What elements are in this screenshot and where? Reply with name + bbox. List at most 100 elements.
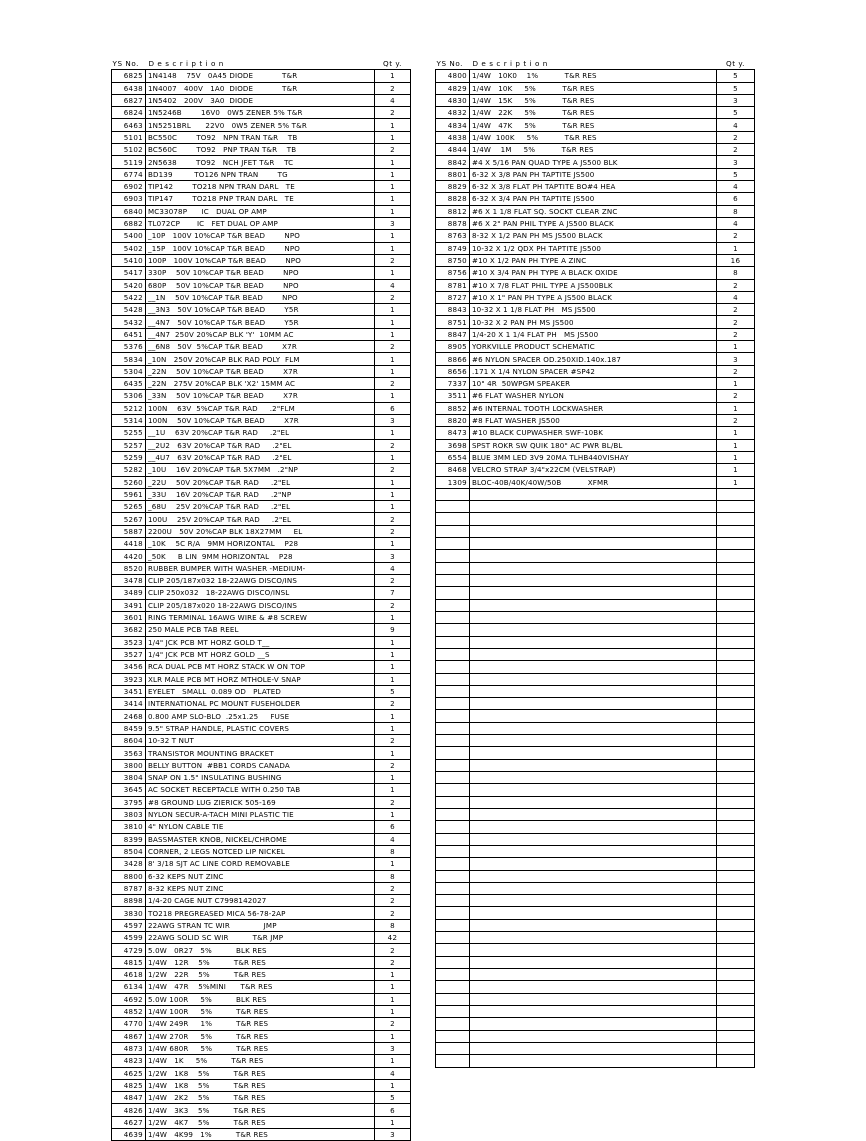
table-row[interactable]: 8473 #10 BLACK CUPWASHER SWF-10BK 1	[435, 426, 755, 440]
table-row[interactable]	[435, 500, 755, 514]
table-row[interactable]: 4800 1/4W 10K0 1% T&R RES 5	[435, 69, 755, 83]
table-row[interactable]: 6840 MC33078P IC DUAL OP AMP 1	[111, 204, 411, 218]
table-row[interactable]: 6902 TIP142 TO218 NPN TRAN DARL TE 1	[111, 180, 411, 194]
table-row[interactable]: 4815 1/4W 12R 5% T&R RES 2	[111, 955, 411, 970]
table-row[interactable]: 3923 XLR MALE PCB MT HORZ MTHOLE-V SNAP 1	[111, 672, 411, 686]
table-row[interactable]: 6882 TL072CP IC FET DUAL OP AMP 3	[111, 216, 411, 231]
table-row[interactable]	[435, 598, 755, 612]
table-row[interactable]: 5259 __4U7 63V 20%CAP T&R RAD .2"EL 1	[111, 450, 411, 465]
table-row[interactable]	[435, 1029, 755, 1043]
table-row[interactable]: 5119 2N5638 TO92 NCH JFET T&R TC 1	[111, 155, 411, 169]
table-row[interactable]	[435, 992, 755, 1006]
table-row[interactable]: 8781 #10 X 7/8 FLAT PHIL TYPE A JS500BLK 2	[435, 278, 755, 292]
table-row[interactable]: 5400 _10P 100V 10%CAP T&R BEAD NPO 1	[111, 229, 411, 243]
table-row[interactable]: 8656.171 X 1/4 NYLON SPACER #SP42 2	[435, 364, 755, 379]
table-row[interactable]: 8878 #6 X 2" PAN PHIL TYPE A JS500 BLACK 4	[435, 216, 755, 231]
table-row[interactable]	[435, 820, 755, 834]
table-row[interactable]: 3810 4" NYLON CABLE TIE 6	[111, 820, 411, 834]
table-row[interactable]: 3527 1/4" JCK PCB MT HORZ GOLD __S 1	[111, 647, 411, 662]
table-row[interactable]: 4847 1/4W 2K2 5% T&R RES 5	[111, 1091, 411, 1105]
table-row[interactable]: 7337 10" 4R 50WPGM SPEAKER 1	[435, 377, 755, 391]
table-row[interactable]: 5887 2200U 50V 20%CAP BLK 18X27MM EL 2	[111, 524, 411, 539]
table-row[interactable]: 5376 __6N8 50V 5%CAP T&R BEAD X7R 2	[111, 340, 411, 354]
table-row[interactable]: 5417 330P 50V 10%CAP T&R BEAD NPO 1	[111, 266, 411, 280]
table-row[interactable]: 6463 1N5251BRL 22V0 0W5 ZENER 5% T&R 1	[111, 118, 411, 132]
table-row[interactable]	[435, 931, 755, 945]
table-row[interactable]	[435, 795, 755, 809]
table-row[interactable]: 4823 1/4W 1K 5% T&R RES 1	[111, 1054, 411, 1068]
table-row[interactable]	[435, 968, 755, 982]
table-row[interactable]: 5410 100P 100V 10%CAP T&R BEAD NPO 2	[111, 253, 411, 268]
table-row[interactable]	[435, 610, 755, 625]
table-row[interactable]: 4639 1/4W 4K99 1% T&R RES 3	[111, 1128, 411, 1141]
table-row[interactable]	[435, 537, 755, 551]
table-row[interactable]	[435, 635, 755, 649]
table-row[interactable]	[435, 832, 755, 846]
table-row[interactable]	[435, 697, 755, 711]
table-row[interactable]: 8905 YORKVILLE PRODUCT SCHEMATIC 1	[435, 340, 755, 354]
table-row[interactable]	[435, 918, 755, 933]
table-row[interactable]: 5267 100U 25V 20%CAP T&R RAD .2"EL 2	[111, 512, 411, 526]
table-row[interactable]	[435, 512, 755, 526]
table-row[interactable]: 3451 EYELET SMALL 0.089 OD PLATED 5	[111, 684, 411, 699]
table-row[interactable]: 5265 _68U 25V 20%CAP T&R RAD .2"EL 1	[111, 500, 411, 514]
table-row[interactable]	[435, 561, 755, 576]
table-row[interactable]: 3523 1/4" JCK PCB MT HORZ GOLD T__ 1	[111, 635, 411, 649]
table-row[interactable]: 8843 10-32 X 1 1/8 FLAT PH MS JS500 2	[435, 303, 755, 317]
table-row[interactable]: 8468 VELCRO STRAP 3/4"x22CM (VELSTRAP) 1	[435, 463, 755, 477]
table-row[interactable]: 8787 8-32 KEPS NUT ZINC 2	[111, 881, 411, 896]
table-row[interactable]: 8842 #4 X 5/16 PAN QUAD TYPE A JS500 BLK 3	[435, 155, 755, 169]
table-row[interactable]	[435, 869, 755, 883]
table-row[interactable]: 6827 1N5402 200V 3A0 DIODE 4	[111, 93, 411, 108]
table-row[interactable]	[435, 980, 755, 994]
table-row[interactable]: 4627 1/2W 4K7 5% T&R RES 1	[111, 1115, 411, 1130]
table-row[interactable]: 4829 1/4W 10K 5% T&R RES 5	[435, 81, 755, 95]
table-row[interactable]	[435, 844, 755, 859]
table-row[interactable]: 1309 BLOC-40B/40K/40W/50B XFMR 1	[435, 475, 755, 489]
table-row[interactable]: 8749 10-32 X 1/2 QDX PH TAPTITE JS500 1	[435, 241, 755, 255]
table-row[interactable]: 4420 _50K B LIN 9MM HORIZONTAL P28 3	[111, 549, 411, 563]
table-row[interactable]: 5212 100N 63V 5%CAP T&R RAD .2"FLM 6	[111, 401, 411, 415]
table-row[interactable]: 4834 1/4W 47K 5% T&R RES 4	[435, 118, 755, 132]
table-row[interactable]: 3563 TRANSISTOR MOUNTING BRACKET 1	[111, 746, 411, 760]
table-row[interactable]	[435, 574, 755, 588]
table-row[interactable]: 5422 __1N 50V 10%CAP T&R BEAD NPO 2	[111, 290, 411, 305]
table-row[interactable]: 8727 #10 X 1" PAN PH TYPE A JS500 BLACK 4	[435, 290, 755, 305]
table-row[interactable]: 8756 #10 X 3/4 PAN PH TYPE A BLACK OXIDE 8	[435, 266, 755, 280]
table-row[interactable]: 4692 5.0W 100R 5% BLK RES 1	[111, 992, 411, 1006]
table-row[interactable]: 5432 __4N7 50V 10%CAP T&R BEAD Y5R 1	[111, 315, 411, 329]
table-row[interactable]: 4825 1/4W 1K8 5% T&R RES 1	[111, 1078, 411, 1093]
table-row[interactable]: 3804 SNAP ON 1.5" INSULATING BUSHING 1	[111, 771, 411, 785]
table-row[interactable]: 6134 1/4W 47R 5%MINI T&R RES 1	[111, 980, 411, 994]
table-row[interactable]	[435, 1054, 755, 1068]
table-row[interactable]: 8504 CORNER, 2 LEGS NOTCED LIP NICKEL 8	[111, 844, 411, 859]
table-row[interactable]: 3698 SPST ROKR SW QUIK 180" AC PWR BL/BL 1	[435, 438, 755, 452]
table-row[interactable]: 3428 8' 3/18 SJT AC LINE CORD REMOVABLE 1	[111, 857, 411, 871]
table-row[interactable]: 8604 10-32 T NUT 2	[111, 734, 411, 748]
table-row[interactable]: 3803 NYLON SECUR-A-TACH MINI PLASTIC TIE 1	[111, 807, 411, 822]
table-row[interactable]: 5428 __3N3 50V 10%CAP T&R BEAD Y5R 1	[111, 303, 411, 317]
table-row[interactable]: 8829 6-32 X 3/8 FLAT PH TAPTITE BO#4 HEA 4	[435, 180, 755, 194]
table-row[interactable]: 5255 __1U 63V 20%CAP T&R RAD .2"EL 1	[111, 426, 411, 440]
table-row[interactable]	[435, 709, 755, 723]
table-row[interactable]	[435, 586, 755, 600]
table-row[interactable]: 4729 5.0W 0R27 5% BLK RES 2	[111, 943, 411, 957]
table-row[interactable]	[435, 746, 755, 760]
table-row[interactable]: 4852 1/4W 100R 5% T&R RES 1	[111, 1004, 411, 1019]
table-row[interactable]: 8898 1/4-20 CAGE NUT C7998142027 2	[111, 894, 411, 908]
table-row[interactable]	[435, 1004, 755, 1019]
table-row[interactable]	[435, 771, 755, 785]
table-row[interactable]: 8801 6-32 X 3/8 PAN PH TAPTITE JS500 5	[435, 167, 755, 182]
table-row[interactable]: 8751 10-32 X 2 PAN PH MS JS500 2	[435, 315, 755, 329]
table-row[interactable]: 6824 1N5246B 16V0 0W5 ZENER 5% T&R 2	[111, 106, 411, 120]
table-row[interactable]: 4830 1/4W 15K 5% T&R RES 3	[435, 93, 755, 108]
table-row[interactable]: 8750 #10 X 1/2 PAN PH TYPE A ZINC 16	[435, 253, 755, 268]
table-row[interactable]: 5101 BC550C TO92 NPN TRAN T&R TB 1	[111, 130, 411, 145]
table-row[interactable]	[435, 1041, 755, 1056]
table-row[interactable]	[435, 549, 755, 563]
table-row[interactable]: 3645 AC SOCKET RECEPTACLE WITH 0.250 TAB 1	[111, 783, 411, 797]
table-row[interactable]: 5304 _22N 50V 10%CAP T&R BEAD X7R 1	[111, 364, 411, 379]
table-row[interactable]: 6903 TIP147 TO218 PNP TRAN DARL TE 1	[111, 192, 411, 206]
table-row[interactable]: 2468 0.800 AMP SLO-BLO .25x1.25 FUSE 1	[111, 709, 411, 723]
table-row[interactable]: 5102 BC560C TO92 PNP TRAN T&R TB 2	[111, 143, 411, 157]
